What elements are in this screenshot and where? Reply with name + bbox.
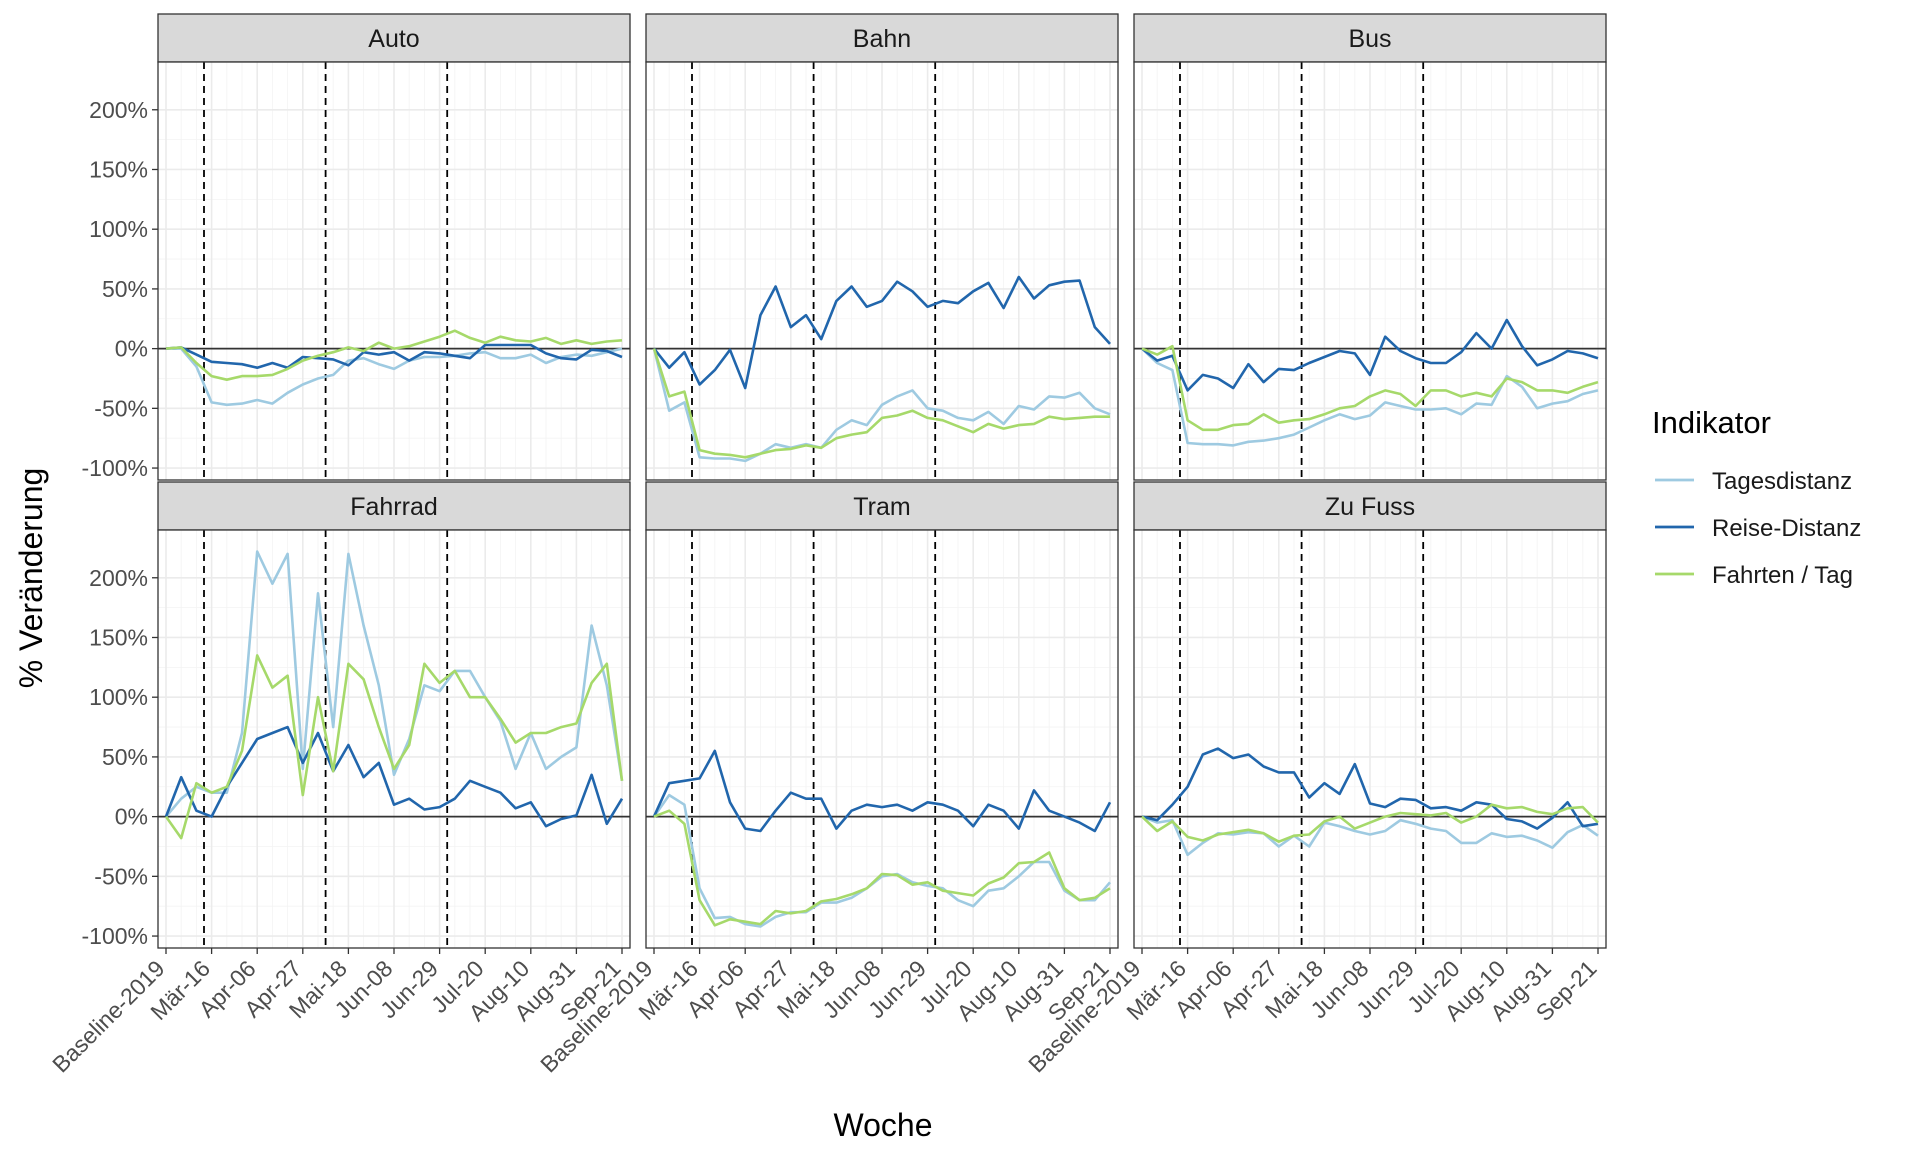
- series-line-tagesdistanz: [1141, 347, 1599, 447]
- series-line-tagesdistanz: [166, 347, 623, 407]
- y-axis-title: % Veränderung: [13, 468, 49, 689]
- series-line-fahrten-tag: [653, 809, 1111, 927]
- y-tick-label: 100%: [89, 216, 148, 242]
- series-line-tagesdistanz: [165, 550, 624, 818]
- panel-bus: Bus: [1133, 13, 1607, 481]
- series-line-fahrten-tag: [1141, 344, 1599, 432]
- panel-border: [1133, 61, 1607, 481]
- panel-border: [645, 61, 1119, 481]
- y-tick-label: 100%: [89, 684, 148, 710]
- y-tick-label: 0%: [115, 336, 148, 362]
- y-tick-label: 200%: [89, 97, 148, 123]
- y-tick-label: -50%: [94, 863, 148, 889]
- y-tick-label: 200%: [89, 565, 148, 591]
- facet-strip: [157, 13, 631, 63]
- facet-label: Fahrrad: [350, 493, 438, 521]
- series-line-reise-distanz: [652, 749, 1112, 833]
- series-line-tagesdistanz: [652, 348, 1111, 463]
- y-tick-label: 50%: [102, 276, 148, 302]
- series-line-reise-distanz: [652, 275, 1111, 390]
- series-line-reise-distanz: [1141, 747, 1599, 830]
- y-tick-label: -100%: [82, 455, 148, 481]
- legend-entry-label: Fahrten / Tag: [1712, 562, 1853, 589]
- y-tick-label: 150%: [89, 156, 148, 182]
- legend-entry-label: Tagesdistanz: [1712, 468, 1852, 495]
- facet-strip: [1133, 481, 1607, 531]
- series-line-fahrten-tag: [164, 654, 624, 840]
- series-line-fahrten-tag: [1141, 803, 1599, 843]
- facet-strip: [1133, 13, 1607, 63]
- facet-label: Tram: [853, 493, 910, 521]
- facet-strip: [157, 481, 631, 531]
- y-tick-label: 50%: [102, 744, 148, 770]
- facet-label: Bahn: [853, 25, 911, 53]
- panel-fahrrad: Fahrrad -100% -50% 0% 50% 100% 150% 200% Baselin…: [47, 481, 631, 1078]
- y-tick-label: -100%: [82, 923, 148, 949]
- panels: Auto -100% -50% 0% 50% 100% 150% 200% Bahn Bus Fah…: [47, 13, 1607, 1078]
- panel-border: [157, 61, 631, 481]
- legend-title: Indikator: [1652, 405, 1771, 440]
- facet-strip: [645, 481, 1119, 531]
- panel-zu-fuss: Zu FussBaseline-2019Mär-16Apr-06Apr-27Ma…: [1023, 481, 1607, 1078]
- x-axis-title: Woche: [833, 1107, 932, 1143]
- legend-entry-label: Reise-Distanz: [1712, 515, 1861, 542]
- facet-label: Auto: [368, 25, 419, 53]
- y-tick-label: 0%: [115, 804, 148, 830]
- facet-strip: [645, 13, 1119, 63]
- series-line-reise-distanz: [164, 725, 624, 828]
- legend: Indikator Tagesdistanz Reise-Distanz Fahrt…: [1652, 405, 1861, 589]
- panel-bahn: Bahn: [645, 13, 1119, 481]
- y-tick-label: 150%: [89, 624, 148, 650]
- x-tick-label: Baseline-2019: [47, 955, 169, 1077]
- facet-label: Bus: [1348, 25, 1391, 53]
- panel-auto: Auto -100% -50% 0% 50% 100% 150% 200%: [82, 13, 631, 481]
- series-line-reise-distanz: [1141, 318, 1599, 392]
- facet-label: Zu Fuss: [1325, 493, 1415, 521]
- series-line-reise-distanz: [165, 343, 623, 369]
- series-line-fahrten-tag: [165, 329, 623, 381]
- y-tick-label: -50%: [94, 395, 148, 421]
- series-line-fahrten-tag: [652, 348, 1110, 459]
